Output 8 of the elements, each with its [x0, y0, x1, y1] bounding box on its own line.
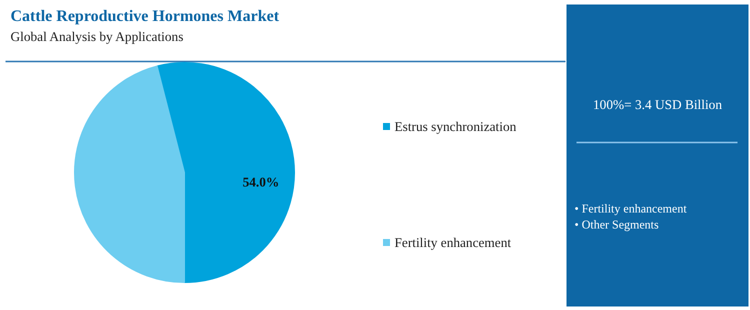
legend-label: Fertility enhancement [394, 235, 512, 250]
chart-title: Cattle Reproductive Hormones Market [10, 8, 280, 25]
text: 100%= 3.4 USD Billion [593, 97, 722, 112]
text: • Fertility enhancement [574, 202, 688, 216]
text: • Other Segments [574, 218, 660, 232]
legend-label: Estrus synchronization [394, 119, 517, 134]
data-label: 54.0% [242, 174, 280, 190]
chart-subtitle: Global Analysis by Applications [10, 29, 184, 44]
